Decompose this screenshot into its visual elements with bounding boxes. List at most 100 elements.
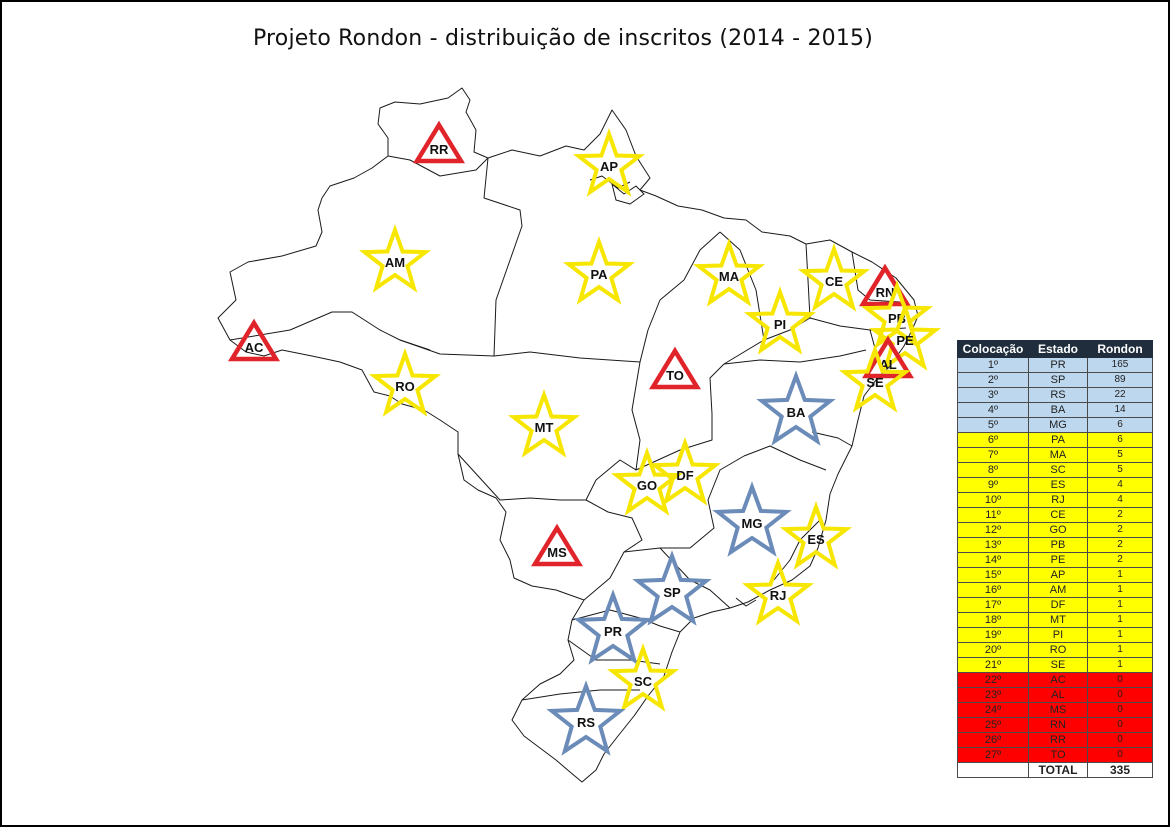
value-cell: 1 — [1087, 627, 1153, 643]
marker-label: AC — [245, 340, 264, 355]
table-row: 13º PB 2 — [957, 537, 1153, 553]
marker-sc: SC — [606, 642, 680, 712]
state-cell: PB — [1028, 537, 1088, 553]
marker-label: RR — [430, 142, 449, 157]
marker-label: MG — [742, 516, 763, 531]
state-cell: DF — [1028, 597, 1088, 613]
marker-ro: RO — [368, 347, 442, 417]
table-row: 23º AL 0 — [957, 687, 1153, 703]
marker-ma: MA — [692, 237, 766, 307]
star-icon — [797, 242, 871, 312]
marker-label: AM — [385, 255, 405, 270]
value-cell: 5 — [1087, 447, 1153, 463]
marker-pa: PA — [562, 235, 636, 305]
marker-ac: AC — [227, 318, 281, 362]
table-row: 7º MA 5 — [957, 447, 1153, 463]
rank-cell: 12º — [957, 522, 1029, 538]
value-cell: 1 — [1087, 582, 1153, 598]
star-icon — [743, 285, 817, 355]
state-cell: SP — [1028, 372, 1088, 388]
rank-cell: 6º — [957, 432, 1029, 448]
table-row: 17º DF 1 — [957, 597, 1153, 613]
table-header-row: Colocação Estado Rondon — [957, 340, 1153, 358]
value-cell: 0 — [1087, 732, 1153, 748]
rank-cell: 18º — [957, 612, 1029, 628]
value-cell: 5 — [1087, 462, 1153, 478]
table-row: 1º PR 165 — [957, 357, 1153, 373]
marker-se: SE — [838, 343, 912, 413]
header-colocacao: Colocação — [957, 340, 1029, 358]
state-cell: GO — [1028, 522, 1088, 538]
value-cell: 4 — [1087, 492, 1153, 508]
star-icon — [838, 343, 912, 413]
state-cell: RJ — [1028, 492, 1088, 508]
table-row: 15º AP 1 — [957, 567, 1153, 583]
star-icon — [868, 301, 942, 371]
rank-cell: 9º — [957, 477, 1029, 493]
marker-df: DF — [648, 436, 722, 506]
state-cell: ES — [1028, 477, 1088, 493]
state-cell: CE — [1028, 507, 1088, 523]
state-cell: PI — [1028, 627, 1088, 643]
star-icon — [507, 388, 581, 458]
marker-label: PR — [604, 624, 623, 639]
marker-label: DF — [676, 468, 693, 483]
marker-rs: RS — [546, 680, 626, 756]
state-cell: TO — [1028, 747, 1088, 763]
state-cell: SC — [1028, 462, 1088, 478]
state-cell: AC — [1028, 672, 1088, 688]
table-row: 25º RN 0 — [957, 717, 1153, 733]
value-cell: 2 — [1087, 552, 1153, 568]
marker-rj: RJ — [741, 556, 815, 626]
rank-cell: 2º — [957, 372, 1029, 388]
marker-label: AP — [600, 159, 618, 174]
rank-cell: 11º — [957, 507, 1029, 523]
star-icon — [712, 481, 792, 557]
header-estado: Estado — [1028, 340, 1088, 358]
marker-label: CE — [825, 274, 843, 289]
state-cell: SE — [1028, 657, 1088, 673]
rank-cell: 1º — [957, 357, 1029, 373]
marker-mt: MT — [507, 388, 581, 458]
marker-mg: MG — [712, 481, 792, 557]
state-cell: RO — [1028, 642, 1088, 658]
value-cell: 1 — [1087, 657, 1153, 673]
marker-label: BA — [787, 405, 806, 420]
star-icon — [692, 237, 766, 307]
marker-label: SC — [634, 674, 653, 689]
table-row: 8º SC 5 — [957, 462, 1153, 478]
marker-ce: CE — [797, 242, 871, 312]
value-cell: 2 — [1087, 507, 1153, 523]
table-row: 18º MT 1 — [957, 612, 1153, 628]
marker-pi: PI — [743, 285, 817, 355]
marker-pr: PR — [573, 589, 653, 665]
star-icon — [756, 370, 836, 446]
rank-cell: 26º — [957, 732, 1029, 748]
rank-cell: 13º — [957, 537, 1029, 553]
marker-go: GO — [610, 446, 684, 516]
marker-label: TO — [666, 368, 684, 383]
value-cell: 22 — [1087, 387, 1153, 403]
marker-label: GO — [637, 478, 657, 493]
marker-es: ES — [779, 500, 853, 570]
marker-ba: BA — [756, 370, 836, 446]
state-cell: PE — [1028, 552, 1088, 568]
table-row: 5º MG 6 — [957, 417, 1153, 433]
star-icon — [606, 642, 680, 712]
rank-cell: 16º — [957, 582, 1029, 598]
table-row: 6º PA 6 — [957, 432, 1153, 448]
state-borders — [217, 87, 919, 783]
table-total-row: TOTAL 335 — [957, 762, 1153, 778]
value-cell: 0 — [1087, 747, 1153, 763]
triangle-icon — [648, 346, 702, 390]
triangle-icon — [530, 523, 584, 567]
marker-label: AL — [879, 357, 896, 372]
marker-label: SP — [663, 585, 681, 600]
marker-label: RS — [577, 715, 595, 730]
map-title: Projeto Rondon - distribuição de inscrit… — [252, 26, 874, 51]
table-body: 1º PR 165 2º SP 89 3º RS 22 4º BA 14 5º MG 6 6º PA 6 7º MA 5… — [957, 357, 1153, 763]
rank-cell: 4º — [957, 402, 1029, 418]
state-cell: MS — [1028, 702, 1088, 718]
value-cell: 6 — [1087, 417, 1153, 433]
